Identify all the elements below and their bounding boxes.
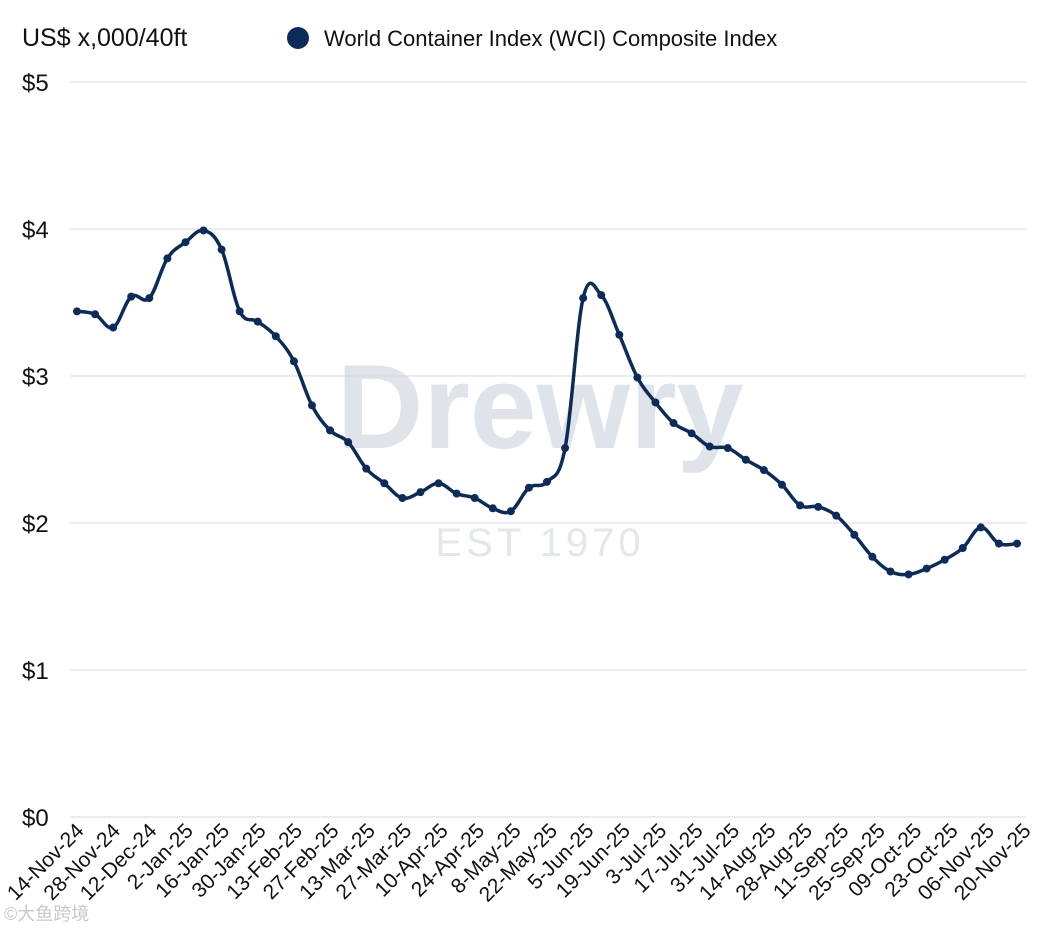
legend-entry: World Container Index (WCI) Composite In…: [324, 26, 777, 51]
data-point: [416, 488, 425, 497]
watermark: Drewry EST 1970: [337, 340, 744, 565]
data-point: [199, 226, 208, 235]
data-point: [362, 464, 371, 473]
series-wci-composite: [73, 226, 1021, 579]
x-axis-ticks: 14-Nov-2428-Nov-2412-Dec-242-Jan-2516-Ja…: [3, 819, 1036, 906]
data-point: [687, 429, 696, 438]
data-point: [253, 317, 262, 326]
data-point: [326, 426, 335, 435]
source-watermark: ©大鱼跨境: [4, 904, 89, 924]
data-point: [488, 504, 497, 513]
data-point: [145, 294, 154, 303]
data-point: [868, 552, 877, 561]
data-point: [452, 489, 461, 498]
y-tick-label: $5: [22, 70, 49, 97]
y-tick-label: $3: [22, 364, 49, 391]
data-point: [73, 307, 81, 316]
watermark-established: EST 1970: [435, 521, 644, 565]
data-point: [506, 507, 515, 516]
y-tick-label: $0: [22, 805, 49, 832]
data-point: [940, 555, 949, 564]
gridlines: [70, 81, 1026, 818]
data-point: [289, 357, 298, 366]
data-point: [470, 494, 479, 503]
data-point: [705, 442, 714, 451]
data-point: [524, 483, 533, 492]
data-point: [380, 479, 389, 488]
y-axis-ticks: $0 $1 $2 $3 $4 $5: [22, 70, 49, 832]
data-point: [850, 530, 859, 539]
data-point: [217, 245, 226, 254]
data-point: [796, 501, 805, 510]
data-point: [976, 523, 985, 532]
data-point: [669, 419, 678, 428]
data-point: [579, 294, 588, 303]
data-point: [127, 292, 136, 301]
data-point: [922, 564, 931, 573]
data-point: [163, 254, 172, 263]
data-point: [597, 291, 606, 300]
data-point: [344, 438, 353, 447]
data-point: [814, 502, 823, 511]
data-point: [561, 444, 570, 453]
data-point: [434, 479, 443, 488]
data-point: [543, 477, 551, 486]
legend-marker: [287, 27, 309, 49]
data-point: [994, 539, 1003, 548]
data-point: [723, 444, 732, 453]
data-point: [958, 543, 967, 552]
data-point: [759, 466, 768, 475]
data-point: [741, 455, 750, 464]
data-point: [904, 570, 913, 579]
y-tick-label: $4: [22, 217, 49, 244]
data-point: [651, 398, 660, 407]
data-point: [832, 511, 841, 520]
legend: World Container Index (WCI) Composite In…: [287, 26, 777, 51]
data-point: [91, 310, 100, 319]
data-point: [271, 332, 280, 341]
y-tick-label: $2: [22, 511, 49, 538]
y-tick-label: $1: [22, 658, 49, 685]
data-point: [778, 480, 786, 489]
y-axis-unit-label: US$ x,000/40ft: [22, 24, 187, 52]
data-point: [109, 323, 118, 332]
data-point: [886, 567, 895, 576]
data-point: [615, 330, 624, 339]
watermark-brand: Drewry: [337, 340, 744, 474]
data-point: [235, 307, 244, 316]
data-point: [1013, 539, 1021, 548]
data-point: [398, 494, 407, 503]
data-point: [181, 238, 190, 247]
data-point: [308, 401, 316, 410]
data-point: [633, 373, 642, 382]
series-points: [73, 226, 1021, 579]
